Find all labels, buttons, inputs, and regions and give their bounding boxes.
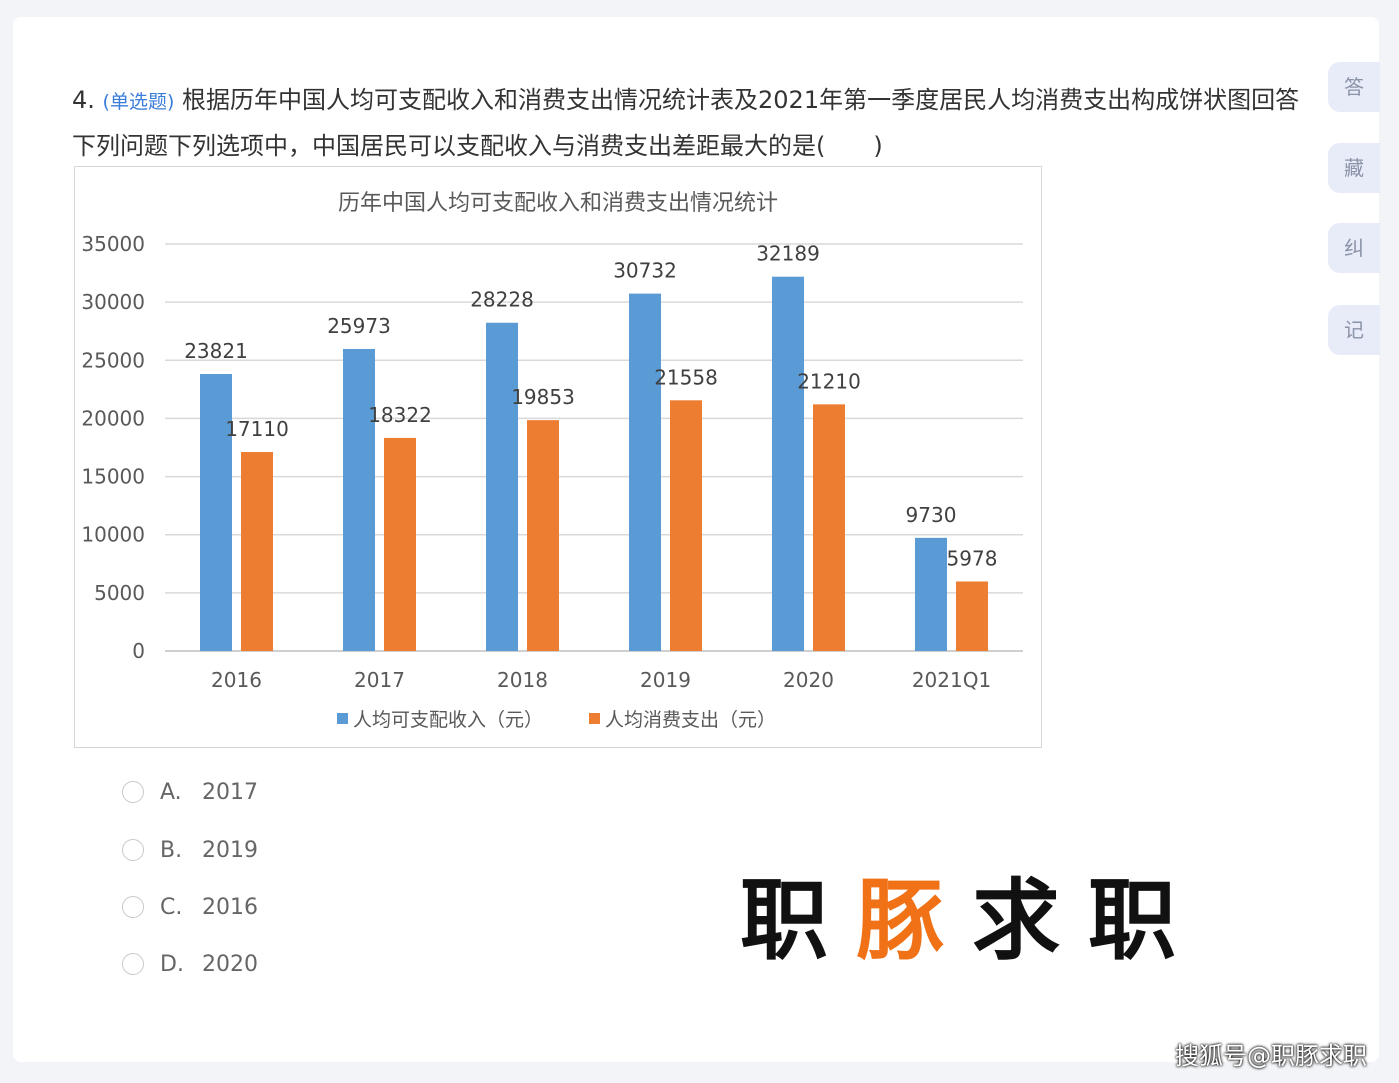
data-label: 21210	[797, 369, 861, 393]
option-value: 2020	[202, 951, 258, 977]
bar-income	[486, 322, 518, 651]
question-number: 4.	[72, 86, 95, 114]
data-label: 30732	[613, 259, 677, 283]
question-stem: 4. (单选题) 根据历年中国人均可支配收入和消费支出情况统计表及2021年第一…	[72, 78, 1322, 168]
bar-expense	[670, 400, 702, 651]
y-tick-label: 25000	[81, 348, 145, 372]
option-d[interactable]: D. 2020	[122, 949, 258, 979]
data-label: 25973	[327, 314, 391, 338]
bar-expense	[527, 420, 559, 651]
chart-image: 历年中国人均可支配收入和消费支出情况统计 0 5000 10000 15000 20000…	[74, 166, 1042, 748]
question-text: 根据历年中国人均可支配收入和消费支出情况统计表及2021年第一季度居民人均消费支…	[72, 86, 1300, 160]
bar-income	[200, 373, 232, 651]
data-label: 19853	[511, 385, 575, 409]
y-tick-label: 10000	[81, 523, 145, 547]
y-tick-label: 35000	[81, 232, 145, 256]
favorite-button[interactable]: 藏	[1328, 143, 1380, 193]
legend-label: 人均可支配收入（元）	[353, 709, 543, 731]
y-tick-label: 5000	[94, 581, 145, 605]
y-tick-label: 30000	[81, 290, 145, 314]
legend-swatch	[589, 713, 600, 724]
option-value: 2019	[202, 837, 258, 863]
bar-expense	[384, 437, 416, 651]
option-c[interactable]: C. 2016	[122, 892, 258, 922]
bar-chart: 历年中国人均可支配收入和消费支出情况统计 0 5000 10000 15000 20000…	[81, 191, 1023, 731]
data-label: 21558	[654, 365, 718, 389]
bar-expense	[813, 404, 845, 651]
question-type: (单选题)	[102, 91, 175, 113]
data-label: 5978	[947, 546, 998, 570]
option-value: 2017	[202, 779, 258, 805]
x-tick-label: 2017	[354, 668, 405, 692]
radio-d[interactable]	[122, 953, 144, 975]
logo-char-2: 豚	[856, 869, 973, 972]
x-tick-label: 2019	[640, 668, 691, 692]
data-label: 23821	[184, 339, 248, 363]
x-tick-label: 2020	[783, 668, 834, 692]
option-a[interactable]: A. 2017	[122, 777, 258, 807]
bar-income	[629, 293, 661, 651]
bar-income	[915, 537, 947, 651]
radio-c[interactable]	[122, 896, 144, 918]
radio-b[interactable]	[122, 839, 144, 861]
report-error-button[interactable]: 纠	[1328, 223, 1380, 273]
data-label: 18322	[368, 403, 432, 427]
data-label: 28228	[470, 288, 534, 312]
watermark: 搜狐号@职豚求职	[1175, 1042, 1367, 1070]
option-b[interactable]: B. 2019	[122, 835, 258, 865]
data-label: 32189	[756, 242, 820, 266]
legend-label: 人均消费支出（元）	[605, 709, 776, 731]
x-tick-label: 2016	[211, 668, 262, 692]
logo-char-3: 求职	[972, 869, 1205, 972]
bar-expense	[956, 581, 988, 651]
y-tick-label: 20000	[81, 406, 145, 430]
option-letter: A.	[160, 779, 182, 805]
y-tick-label: 0	[132, 639, 145, 663]
x-tick-label: 2018	[497, 668, 548, 692]
option-letter: D.	[160, 951, 184, 977]
note-button[interactable]: 记	[1328, 305, 1380, 355]
bar-income	[343, 348, 375, 651]
x-tick-label: 2021Q1	[912, 668, 991, 692]
legend-swatch	[337, 713, 348, 724]
option-letter: C.	[160, 894, 183, 920]
radio-a[interactable]	[122, 781, 144, 803]
brand-logo: 职豚求职	[740, 850, 1204, 977]
data-label: 17110	[225, 417, 289, 441]
data-label: 9730	[906, 503, 957, 527]
bar-income	[772, 276, 804, 651]
logo-char-1: 职	[740, 869, 857, 972]
chart-title: 历年中国人均可支配收入和消费支出情况统计	[338, 191, 778, 216]
option-value: 2016	[202, 894, 258, 920]
option-letter: B.	[160, 837, 183, 863]
y-tick-label: 15000	[81, 465, 145, 489]
bar-expense	[241, 452, 273, 651]
answer-button[interactable]: 答	[1328, 62, 1380, 112]
